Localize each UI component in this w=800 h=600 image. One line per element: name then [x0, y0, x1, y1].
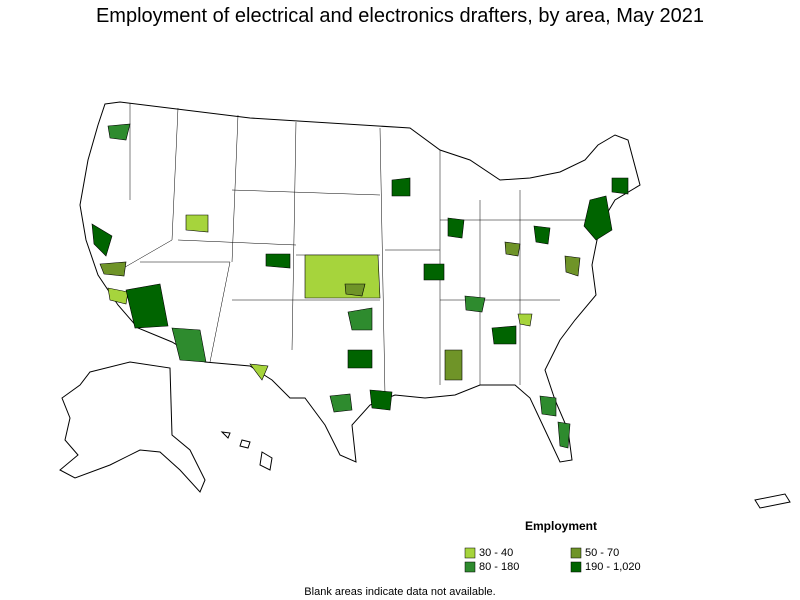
- area: [464, 295, 486, 313]
- area: [583, 195, 613, 241]
- area: [347, 349, 373, 369]
- area: [304, 254, 381, 299]
- area: [107, 287, 129, 305]
- area: [347, 307, 373, 331]
- area: [557, 421, 571, 449]
- map: [59, 101, 791, 509]
- area: [447, 217, 465, 239]
- area: [564, 255, 581, 277]
- area: [107, 123, 131, 141]
- area: [249, 363, 269, 381]
- area: [423, 263, 445, 281]
- legend-swatch: [570, 561, 582, 573]
- footnote: Blank areas indicate data not available.: [304, 586, 495, 598]
- area: [491, 325, 517, 345]
- legend-label: 50 - 70: [585, 547, 619, 559]
- area: [391, 177, 411, 197]
- area: [344, 283, 366, 297]
- alaska: [59, 361, 206, 493]
- hawaii-island: [259, 451, 273, 471]
- hawaii-island: [239, 439, 251, 449]
- area: [539, 395, 557, 417]
- legend-title: Employment: [525, 519, 597, 533]
- area: [533, 225, 551, 245]
- area: [504, 241, 521, 257]
- area: [329, 393, 353, 413]
- area: [369, 389, 393, 411]
- area: [611, 177, 629, 195]
- legend: Employment 30 - 40 50 - 70 80 - 180 190 …: [464, 519, 641, 573]
- puerto-rico: [754, 493, 791, 509]
- area: [171, 327, 207, 363]
- area: [444, 349, 463, 381]
- legend-label: 190 - 1,020: [585, 561, 641, 573]
- area: [185, 214, 209, 233]
- area: [265, 253, 291, 269]
- legend-swatch: [464, 561, 476, 573]
- legend-swatch: [464, 547, 476, 559]
- map-title: Employment of electrical and electronics…: [96, 5, 704, 27]
- legend-label: 30 - 40: [479, 547, 513, 559]
- legend-label: 80 - 180: [479, 561, 519, 573]
- area: [125, 283, 169, 329]
- hawaii-island: [220, 431, 231, 439]
- legend-swatch: [570, 547, 582, 559]
- area: [517, 313, 533, 327]
- hawaii: [220, 431, 273, 471]
- area: [99, 261, 127, 277]
- area: [91, 223, 113, 257]
